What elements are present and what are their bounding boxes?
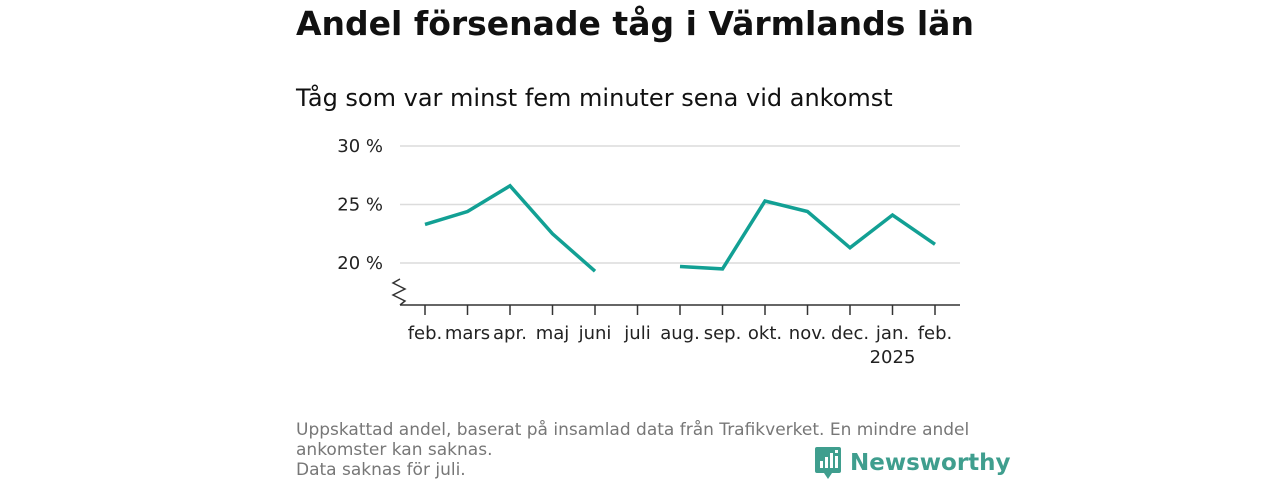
x-tick-label: juni [578,323,612,344]
newsworthy-logo: Newsworthy [814,446,1011,480]
footnote-line: Data saknas för juli. [296,460,466,480]
chart-subtitle: Tåg som var minst fem minuter sena vid a… [296,84,893,112]
footnote-line: Uppskattad andel, baserat på insamlad da… [296,420,970,440]
bar-chart-bubble-icon [815,447,841,479]
x-tick-label: sep. [704,323,742,344]
y-tick-label: 20 % [337,253,383,274]
chart-title: Andel försenade tåg i Värmlands län [296,4,974,43]
footnote-line: ankomster kan saknas. [296,440,493,460]
x-tick-label: feb. [408,323,443,344]
x-tick-label: aug. [660,323,700,344]
series-line-segment [424,183,597,273]
x-tick-label: juli [623,323,650,344]
x-tick-label: nov. [789,323,826,344]
x-tick-sublabel: 2025 [870,347,916,368]
x-tick-label: feb. [918,323,953,344]
series-line-segment [679,198,936,271]
x-tick-label: dec. [831,323,869,344]
y-tick-label: 30 % [337,136,383,157]
footnote: Uppskattad andel, baserat på insamlad da… [296,420,996,480]
x-tick-label: okt. [748,323,782,344]
x-tick-label: mars [445,323,490,344]
y-tick-label: 25 % [337,195,383,216]
x-tick-label: apr. [493,323,527,344]
x-tick-label: maj [536,323,570,344]
axis-break-mark [391,278,407,306]
brand-name: Newsworthy [850,450,1011,476]
x-tick-label: jan. [875,323,909,344]
